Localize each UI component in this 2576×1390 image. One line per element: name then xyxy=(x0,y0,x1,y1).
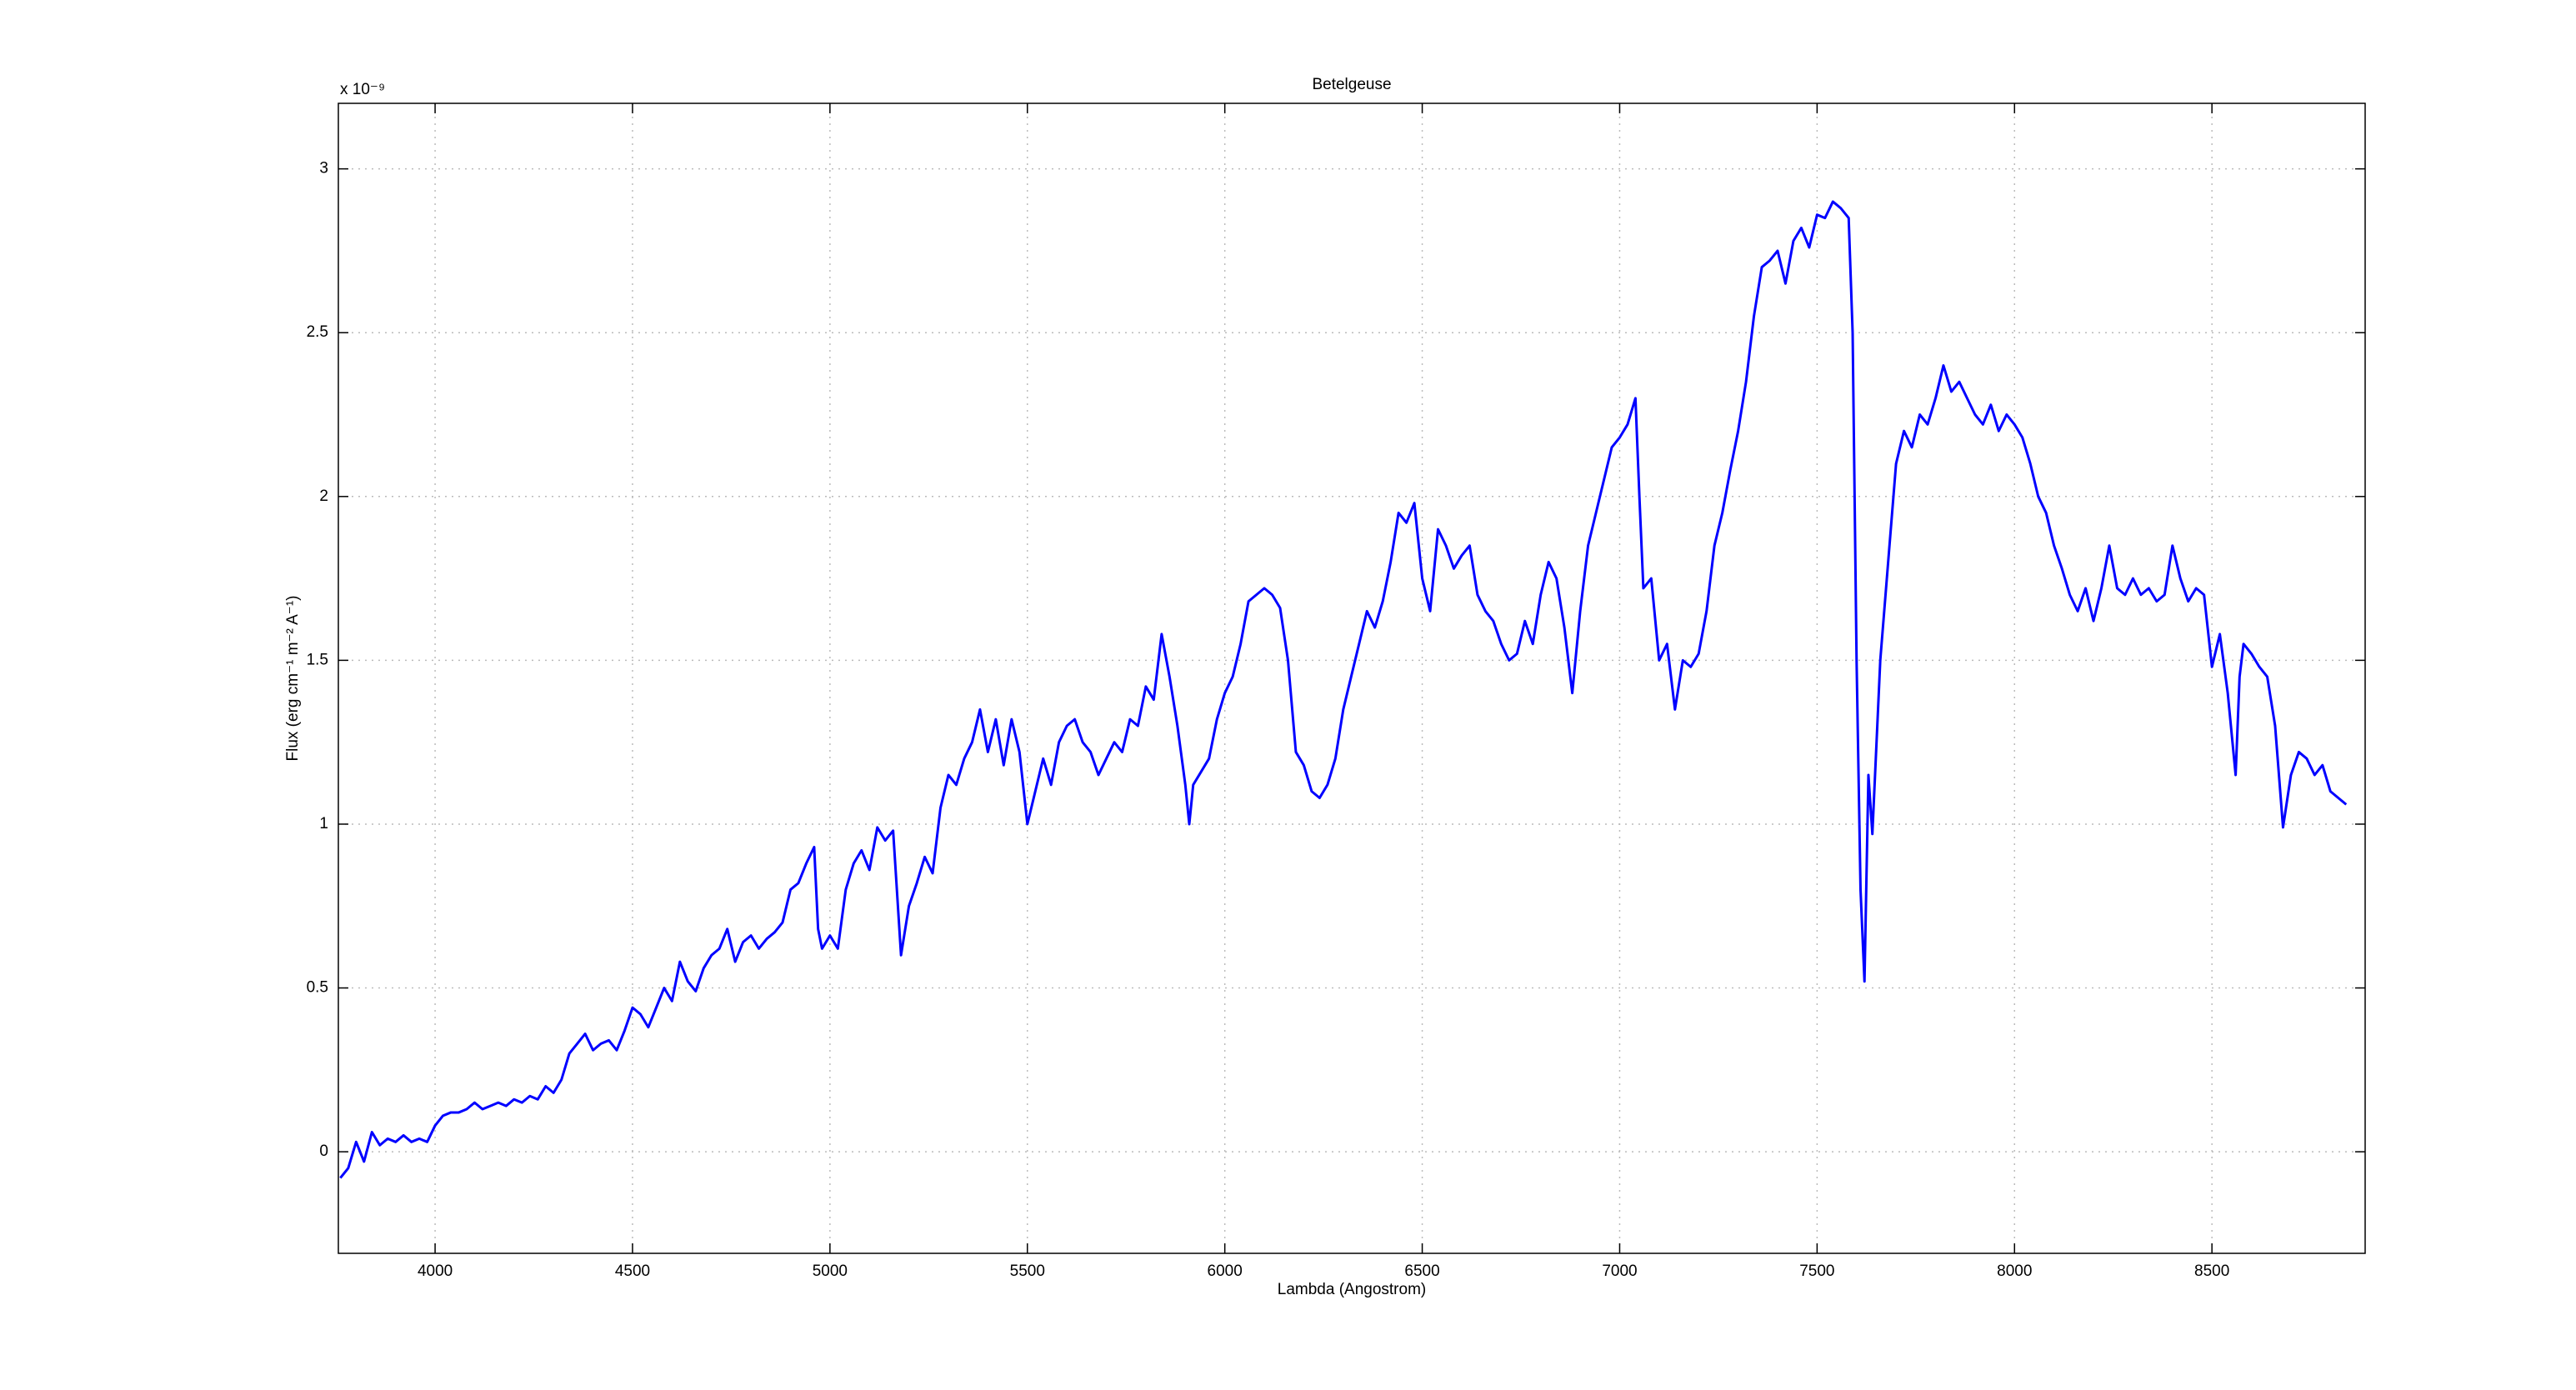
y-tick-label: 1 xyxy=(319,815,328,832)
x-tick-label: 8500 xyxy=(2194,1262,2229,1280)
y-tick-label: 0.5 xyxy=(307,979,328,997)
spectrum-line xyxy=(339,200,2348,1179)
x-tick-label: 6000 xyxy=(1208,1262,1243,1280)
y-tick-label: 0 xyxy=(319,1142,328,1160)
x-tick-label: 5000 xyxy=(813,1262,848,1280)
x-axis-label: Lambda (Angostrom) xyxy=(1278,1281,1426,1298)
chart-title: Betelgeuse xyxy=(1312,76,1391,93)
x-tick-label: 8000 xyxy=(1997,1262,2032,1280)
x-tick-label: 7500 xyxy=(1799,1262,1834,1280)
y-multiplier: x 10⁻⁹ xyxy=(340,81,385,98)
x-tick-label: 6500 xyxy=(1404,1262,1439,1280)
y-tick-label: 3 xyxy=(319,160,328,178)
x-tick-label: 7000 xyxy=(1602,1262,1637,1280)
y-tick-label: 2.5 xyxy=(307,323,328,341)
y-tick-label: 2 xyxy=(319,488,328,505)
y-tick-label: 1.5 xyxy=(307,651,328,668)
plot-frame xyxy=(338,102,2366,1254)
y-axis-label: Flux (erg cm⁻¹ m⁻² A⁻¹) xyxy=(284,596,302,762)
x-tick-label: 5500 xyxy=(1010,1262,1045,1280)
x-tick-label: 4000 xyxy=(418,1262,453,1280)
x-tick-label: 4500 xyxy=(615,1262,650,1280)
